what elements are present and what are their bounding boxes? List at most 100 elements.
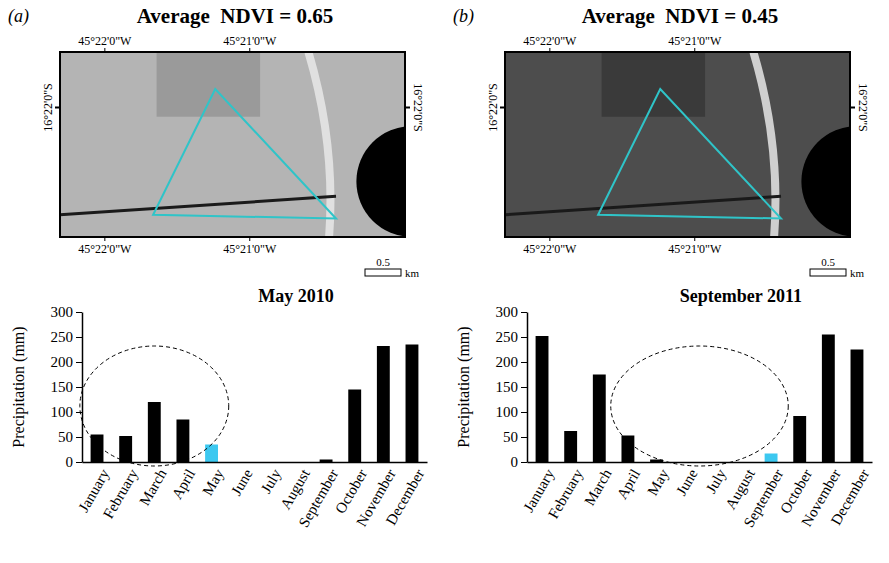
panel: (b) Average NDVI = 0.45 45°22'0"W 45°22'0"W… xyxy=(453,4,889,530)
x-tick-label: December xyxy=(828,466,873,527)
y-tick: 250 xyxy=(496,329,528,345)
map-tick xyxy=(104,48,105,52)
map-reservoir xyxy=(356,126,405,237)
x-tick: February xyxy=(100,462,141,521)
x-tick: July xyxy=(703,462,730,496)
map-tick xyxy=(500,107,505,109)
y-axis: 050100150200250300 xyxy=(496,304,528,470)
panel: (a)Average NDVI = 0.6545°22'0"W45°22'0"W… xyxy=(8,4,467,530)
scale-bar xyxy=(365,269,401,276)
y-tick-label: 200 xyxy=(51,354,74,370)
x-tick: September xyxy=(296,462,342,530)
map-ground xyxy=(60,52,405,237)
x-tick: March xyxy=(581,462,615,508)
x-tick: March xyxy=(136,462,170,508)
y-tick-label: 250 xyxy=(496,329,519,345)
map-tick xyxy=(249,48,250,52)
map-frame xyxy=(505,52,850,237)
x-tick-label: May xyxy=(199,466,227,498)
x-tick-label: February xyxy=(545,466,586,521)
x-tick: June xyxy=(228,462,256,498)
y-tick-label: 150 xyxy=(51,379,74,395)
map-field xyxy=(602,52,706,117)
scale-label: 0.5 xyxy=(376,256,390,268)
x-tick: April xyxy=(614,462,644,502)
chart-title: September 2011 xyxy=(680,286,802,306)
x-tick-label: June xyxy=(228,466,256,498)
x-axis-line xyxy=(528,462,873,464)
lon-label: 45°22'0"W xyxy=(523,242,577,256)
panel-letter: (b) xyxy=(453,6,474,27)
x-tick-label: March xyxy=(136,466,170,508)
x-tick-label: March xyxy=(581,466,615,508)
bars xyxy=(536,335,864,463)
x-axis: JanuaryFebruaryMarchAprilMayJuneJulyAugu… xyxy=(75,462,427,530)
y-axis-title: Precipitation (mm) xyxy=(10,326,28,447)
y-tick-label: 250 xyxy=(51,329,74,345)
y-tick-label: 0 xyxy=(66,454,74,470)
x-axis: JanuaryFebruaryMarchAprilMayJuneJulyAugu… xyxy=(520,462,872,530)
bar xyxy=(205,445,218,463)
map-reservoir xyxy=(801,126,850,237)
dry-period-ellipse xyxy=(80,346,229,466)
chart-title: May 2010 xyxy=(258,286,334,306)
map-tick xyxy=(55,107,60,109)
y-tick: 250 xyxy=(51,329,83,345)
y-tick-label: 50 xyxy=(503,429,518,445)
field-outline xyxy=(598,89,781,219)
dry-period-ellipse xyxy=(611,346,789,466)
scale-unit: km xyxy=(850,267,865,279)
bar xyxy=(564,431,577,462)
bar xyxy=(148,402,161,462)
map-tick xyxy=(694,237,695,241)
y-tick: 200 xyxy=(51,354,83,370)
y-tick-mark xyxy=(521,387,527,388)
x-tick-label: December xyxy=(383,466,428,527)
lon-label: 45°21'0"W xyxy=(668,34,722,48)
map-tick xyxy=(104,237,105,241)
map-field xyxy=(157,52,261,117)
y-tick-mark xyxy=(76,362,82,363)
scale-unit: km xyxy=(405,267,420,279)
map-tick xyxy=(694,48,695,52)
panel-letter: (a) xyxy=(8,6,29,27)
panel-title: Average NDVI = 0.45 xyxy=(582,4,778,28)
bar xyxy=(851,350,864,463)
y-tick-mark xyxy=(521,337,527,338)
lon-label: 45°21'0"W xyxy=(223,34,277,48)
map-tick xyxy=(549,48,550,52)
x-tick: May xyxy=(644,462,672,498)
bar xyxy=(765,454,778,463)
lon-label: 45°22'0"W xyxy=(523,34,577,48)
figure: (a)Average NDVI = 0.6545°22'0"W45°22'0"W… xyxy=(0,0,889,563)
lat-label: 16°22'0"S xyxy=(411,83,425,132)
y-tick-mark xyxy=(521,462,527,463)
bar xyxy=(621,436,634,463)
y-axis-title: Precipitation (mm) xyxy=(455,326,473,447)
x-tick: September xyxy=(741,462,787,530)
y-tick-label: 300 xyxy=(496,304,519,320)
y-tick-mark xyxy=(521,362,527,363)
lat-label: 16°22'0"S xyxy=(856,83,870,132)
map-image xyxy=(505,52,850,237)
x-tick-label: September xyxy=(296,466,342,530)
y-tick: 100 xyxy=(496,404,528,420)
x-tick-label: July xyxy=(258,466,285,496)
x-tick-label: June xyxy=(673,466,701,498)
map-road xyxy=(60,196,336,215)
bar xyxy=(320,460,333,463)
y-tick: 150 xyxy=(496,379,528,395)
lat-label: 16°22'0"S xyxy=(41,83,55,132)
y-tick-label: 150 xyxy=(496,379,519,395)
y-tick: 0 xyxy=(511,454,528,470)
map-image xyxy=(60,52,405,237)
bar xyxy=(536,336,549,462)
y-tick-label: 100 xyxy=(496,404,519,420)
y-axis: 050100150200250300 xyxy=(51,304,83,470)
y-tick-label: 100 xyxy=(51,404,74,420)
y-tick-mark xyxy=(521,312,527,313)
y-tick: 50 xyxy=(58,429,82,445)
lon-label: 45°21'0"W xyxy=(223,242,277,256)
map-tick xyxy=(405,107,410,109)
x-tick-label: April xyxy=(169,466,199,501)
